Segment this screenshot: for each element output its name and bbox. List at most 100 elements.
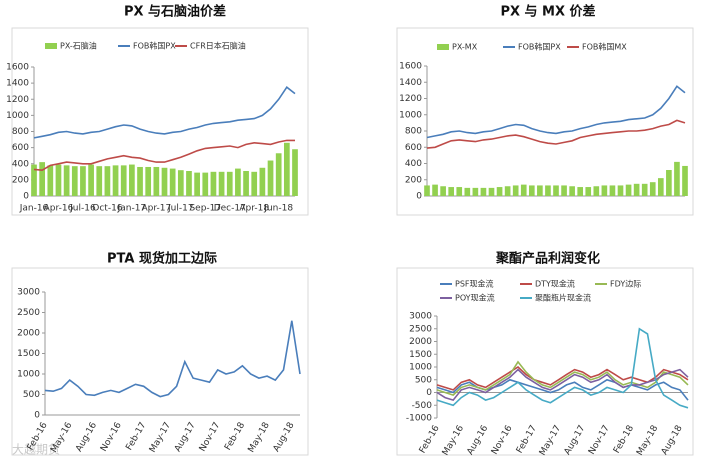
y-tick-label: 800: [12, 127, 29, 137]
x-tick-label: Feb-18: [612, 424, 636, 456]
bar: [169, 168, 176, 196]
bar: [537, 185, 543, 196]
bar: [218, 171, 225, 196]
panel: [396, 27, 694, 216]
bar: [177, 170, 184, 196]
y-tick-label: 2000: [17, 329, 40, 339]
y-tick-label: 400: [405, 159, 422, 169]
y-tick-label: 2000: [409, 337, 432, 347]
y-tick-label: 800: [405, 127, 422, 137]
y-tick-label: 1600: [399, 62, 422, 72]
bar: [440, 186, 446, 196]
bar: [226, 171, 233, 196]
bar: [55, 164, 62, 196]
line: [33, 86, 296, 139]
y-tick-label: 3000: [409, 312, 432, 322]
bar: [674, 161, 680, 196]
bar: [145, 166, 152, 196]
bar: [275, 153, 282, 196]
legend-label: FOB韩国MX: [582, 42, 627, 52]
x-tick-label: Jan-17: [117, 204, 147, 214]
bar: [504, 186, 511, 196]
bar: [80, 166, 86, 196]
x-tick-label: Aug-16: [74, 421, 99, 454]
bar: [194, 172, 200, 196]
x-tick-label: Nov-17: [198, 421, 223, 454]
y-tick-label: 1400: [399, 78, 422, 88]
bar: [267, 160, 274, 196]
bar: [609, 185, 616, 196]
y-tick-label: 1000: [399, 110, 422, 120]
bar: [633, 183, 640, 196]
legend-label: DTY现金流: [535, 279, 575, 289]
bar: [424, 185, 430, 196]
x-tick-label: Apr-17: [141, 204, 171, 214]
bar: [472, 187, 479, 196]
x-tick-label: Jul-17: [167, 204, 194, 214]
y-tick-label: -1000: [406, 414, 432, 424]
y-tick-label: 600: [12, 143, 29, 153]
bar: [47, 165, 54, 196]
y-tick-label: 400: [12, 159, 29, 169]
x-tick-label: Apr-16: [44, 204, 74, 214]
legend-label: FOB韩国PX: [518, 42, 561, 52]
legend-swatch: [437, 44, 449, 50]
line: [436, 365, 689, 391]
y-tick-label: 600: [405, 143, 422, 153]
line: [426, 119, 686, 149]
chart-title: 聚酯产品利润变化: [495, 251, 600, 267]
bar: [31, 164, 37, 196]
panel: [11, 27, 309, 216]
bar: [456, 187, 463, 196]
x-tick-label: Aug-17: [563, 424, 588, 457]
x-tick-label: Dec-17: [214, 204, 246, 214]
line: [436, 360, 689, 397]
bar: [528, 185, 535, 196]
legend-label: POY现金流: [455, 293, 495, 303]
bar: [585, 187, 592, 196]
chart-title: PX 与石脑油价差: [124, 4, 226, 20]
bar: [235, 168, 241, 196]
legend-label: FDY边际: [610, 279, 641, 289]
x-tick-label: Nov-16: [99, 421, 124, 454]
bar: [186, 171, 192, 196]
bar: [63, 165, 70, 196]
bar: [39, 162, 46, 196]
x-tick-label: Nov-16: [490, 424, 515, 457]
bar: [210, 171, 217, 196]
y-tick-label: 1500: [17, 349, 40, 359]
y-tick-label: 200: [405, 175, 422, 185]
bar: [666, 170, 672, 196]
x-tick-label: Feb-16: [418, 424, 442, 456]
y-tick-label: 0: [416, 192, 422, 202]
bar: [432, 184, 438, 196]
bar: [120, 165, 127, 196]
x-tick-label: Sep-17: [189, 204, 221, 214]
x-tick-label: May-18: [635, 424, 660, 458]
chart-title: PX 与 MX 价差: [500, 4, 595, 20]
line: [44, 320, 301, 398]
bar: [161, 167, 168, 196]
chart-title: PTA 现货加工边际: [107, 251, 217, 267]
bar: [464, 187, 471, 196]
y-tick-label: 3000: [17, 288, 40, 298]
bar: [104, 166, 111, 196]
y-tick-label: 500: [415, 375, 432, 385]
y-tick-label: 2500: [17, 308, 40, 318]
bar: [292, 149, 298, 196]
bar: [96, 166, 103, 196]
bar: [593, 186, 600, 196]
bar: [561, 185, 567, 196]
bar: [202, 172, 209, 196]
panel: [396, 267, 694, 456]
x-tick-label: Apr-18: [239, 204, 269, 214]
x-tick-label: May-17: [538, 424, 563, 458]
x-tick-label: Jan-16: [19, 204, 49, 214]
y-tick-label: 0: [34, 411, 40, 421]
x-tick-label: Feb-17: [515, 424, 539, 456]
bar: [682, 165, 688, 196]
legend-label: 聚酯瓶片现金流: [535, 293, 591, 303]
bar: [480, 187, 487, 196]
y-tick-label: -500: [412, 401, 433, 411]
